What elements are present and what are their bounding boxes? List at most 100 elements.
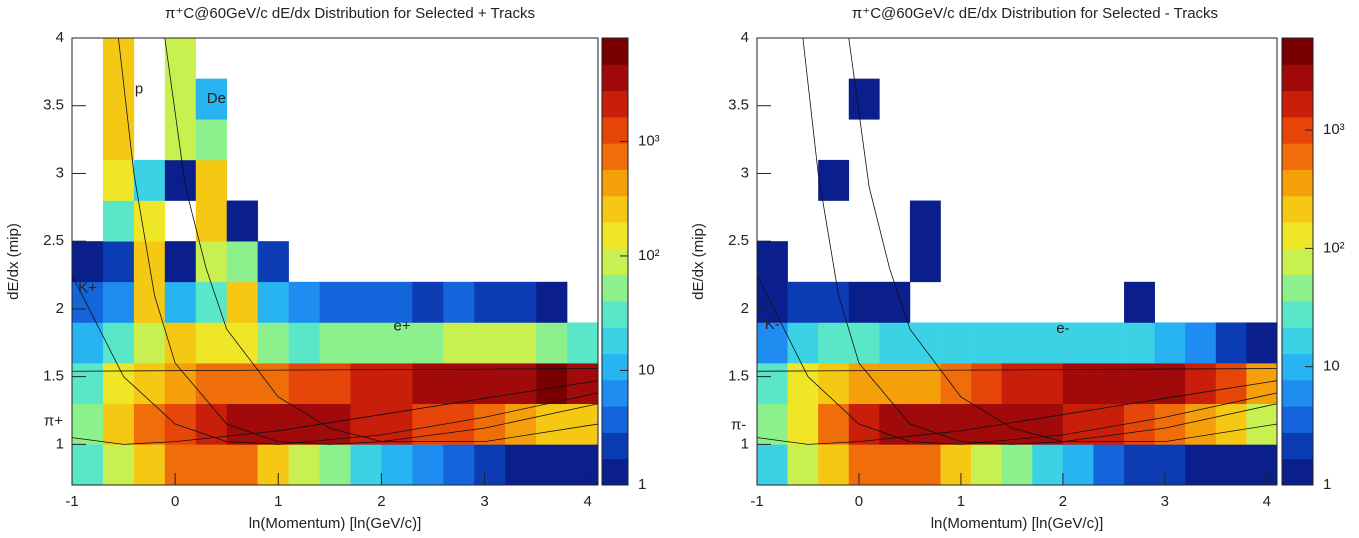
cell (412, 322, 444, 364)
cell (909, 403, 941, 445)
colorbar-swatch (602, 38, 628, 65)
cell (971, 363, 1003, 405)
cell (381, 281, 413, 323)
cell (1093, 322, 1125, 364)
cell (787, 403, 819, 445)
colorbar-swatch (1282, 458, 1313, 486)
cell (940, 403, 972, 445)
cell (1124, 281, 1155, 323)
y-tick-label: 3 (56, 164, 64, 181)
cell (567, 363, 599, 405)
annotation: p (135, 80, 143, 97)
cell (909, 322, 941, 364)
colorbar-swatch (602, 327, 628, 355)
y-tick-label: 1 (741, 435, 749, 452)
colorbar-swatch (1282, 379, 1313, 407)
cell (133, 322, 166, 364)
cell (102, 78, 135, 120)
x-tick-label: 3 (1161, 493, 1169, 510)
colorbar-swatch (602, 379, 628, 407)
y-tick-label: 1 (56, 435, 64, 452)
cell (72, 322, 104, 364)
y-tick-label: 4 (56, 29, 64, 46)
cell (1185, 444, 1217, 486)
curve (71, 368, 599, 372)
x-tick-label: 2 (377, 493, 385, 510)
cell (102, 38, 135, 79)
cell (102, 322, 135, 364)
cell (195, 200, 228, 242)
cell (536, 322, 568, 364)
y-tick-label: 2 (56, 300, 64, 317)
curve (118, 37, 599, 445)
cell (133, 281, 166, 323)
cell (443, 322, 475, 364)
cell (1215, 363, 1247, 405)
cell (909, 363, 941, 405)
cell (164, 38, 197, 79)
cell (350, 281, 382, 323)
cell (164, 159, 197, 201)
colorbar-swatch (1282, 195, 1313, 223)
cell (1001, 444, 1033, 486)
cell (818, 403, 850, 445)
cell (257, 241, 289, 283)
colorbar-swatch (602, 458, 628, 486)
cell (133, 363, 166, 405)
cell (1032, 363, 1064, 405)
cell (102, 200, 135, 242)
cell (102, 444, 135, 486)
colorbar-swatch (602, 248, 628, 276)
colorbar-tick-label: 10³ (638, 132, 660, 149)
curve (71, 380, 599, 445)
cell (381, 444, 413, 486)
cell (226, 241, 258, 283)
colorbar-swatch (1282, 274, 1313, 302)
curve (756, 380, 1278, 445)
plot-frame (71, 37, 599, 486)
cell (1032, 403, 1064, 445)
cell (1124, 322, 1155, 364)
colorbar-tick-label: 10 (1323, 358, 1340, 375)
cell (848, 444, 880, 486)
cell (567, 322, 599, 364)
cell (443, 281, 475, 323)
cell (350, 403, 382, 445)
cell (226, 403, 258, 445)
cell (133, 159, 166, 201)
cell (72, 241, 104, 283)
cell (288, 281, 320, 323)
cell (412, 444, 444, 486)
colorbar-swatch (1282, 143, 1313, 170)
annotation: K- (765, 316, 780, 333)
cell (288, 444, 320, 486)
cell (1154, 444, 1186, 486)
cell (505, 281, 537, 323)
cell (1185, 322, 1217, 364)
cell (940, 363, 972, 405)
cell (757, 363, 788, 405)
cell (226, 363, 258, 405)
cell (940, 322, 972, 364)
colorbar-tick-label: 1 (638, 476, 646, 493)
cell (1246, 444, 1278, 486)
cell (1215, 444, 1247, 486)
colorbar-swatch (1282, 432, 1313, 460)
annotation: K+ (78, 280, 97, 297)
cell (133, 200, 166, 242)
cell (757, 281, 788, 323)
y-tick-label: 2.5 (43, 232, 64, 249)
cell (257, 322, 289, 364)
cell (536, 363, 568, 405)
colorbar-tick-label: 1 (1323, 476, 1331, 493)
cell (848, 78, 880, 120)
cell (257, 403, 289, 445)
cell (164, 78, 197, 120)
x-tick-label: 1 (274, 493, 282, 510)
x-tick-label: -1 (750, 493, 763, 510)
cell (1215, 403, 1247, 445)
cell (350, 322, 382, 364)
cell (164, 281, 197, 323)
cell (72, 403, 104, 445)
cell (505, 322, 537, 364)
